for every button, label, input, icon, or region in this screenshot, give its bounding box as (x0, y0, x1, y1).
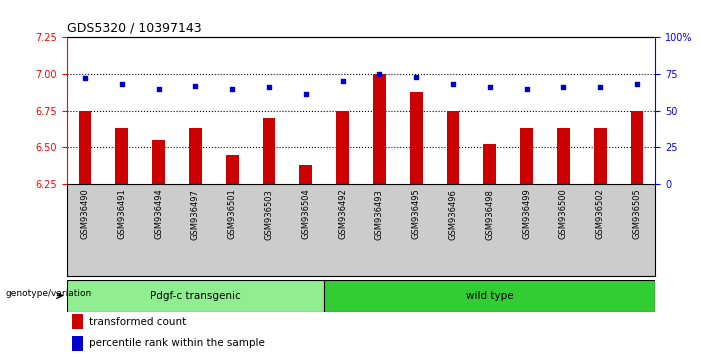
Point (116, 81, 128, 87)
Point (521, 86, 532, 91)
Bar (336, 111, 349, 184)
Bar (263, 118, 275, 184)
Point (300, 92, 311, 97)
Bar (557, 128, 570, 184)
Text: GSM936498: GSM936498 (485, 189, 494, 240)
Text: GSM936493: GSM936493 (375, 189, 384, 240)
Point (632, 81, 643, 87)
Text: GSM936505: GSM936505 (632, 189, 641, 239)
Text: percentile rank within the sample: percentile rank within the sample (89, 338, 265, 348)
Text: GDS5320 / 10397143: GDS5320 / 10397143 (67, 22, 201, 35)
Point (226, 86, 238, 91)
Bar (631, 111, 644, 184)
Bar (373, 74, 386, 184)
Text: GSM936492: GSM936492 (338, 189, 347, 239)
Text: wild type: wild type (466, 291, 514, 301)
Point (411, 74, 422, 80)
Bar (226, 155, 238, 184)
Bar (72, 336, 83, 350)
Point (190, 83, 201, 88)
Text: GSM936501: GSM936501 (228, 189, 237, 239)
Text: transformed count: transformed count (89, 317, 186, 327)
Text: genotype/variation: genotype/variation (6, 290, 92, 298)
Text: GSM936499: GSM936499 (522, 189, 531, 239)
Bar (520, 128, 533, 184)
Point (447, 81, 458, 87)
Point (264, 84, 275, 90)
Text: GSM936494: GSM936494 (154, 189, 163, 239)
Text: GSM936503: GSM936503 (264, 189, 273, 240)
Bar (116, 128, 128, 184)
Bar (594, 128, 606, 184)
Bar (189, 128, 202, 184)
Point (337, 79, 348, 84)
Point (558, 84, 569, 90)
Point (374, 71, 385, 77)
Text: GSM936495: GSM936495 (411, 189, 421, 239)
Bar (152, 140, 165, 184)
Text: GSM936502: GSM936502 (596, 189, 605, 239)
FancyBboxPatch shape (324, 280, 655, 312)
Bar (72, 314, 83, 329)
Bar (484, 144, 496, 184)
Bar (79, 111, 91, 184)
Text: GSM936504: GSM936504 (301, 189, 311, 239)
Bar (299, 165, 312, 184)
Point (594, 84, 606, 90)
Point (79, 75, 90, 81)
Text: Pdgf-c transgenic: Pdgf-c transgenic (150, 291, 240, 301)
Point (153, 86, 164, 91)
Text: GSM936491: GSM936491 (117, 189, 126, 239)
Bar (447, 111, 459, 184)
Point (484, 84, 496, 90)
Bar (410, 92, 423, 184)
FancyBboxPatch shape (67, 280, 324, 312)
Text: GSM936490: GSM936490 (81, 189, 90, 239)
Text: GSM936496: GSM936496 (449, 189, 458, 240)
Text: GSM936497: GSM936497 (191, 189, 200, 240)
Text: GSM936500: GSM936500 (559, 189, 568, 239)
